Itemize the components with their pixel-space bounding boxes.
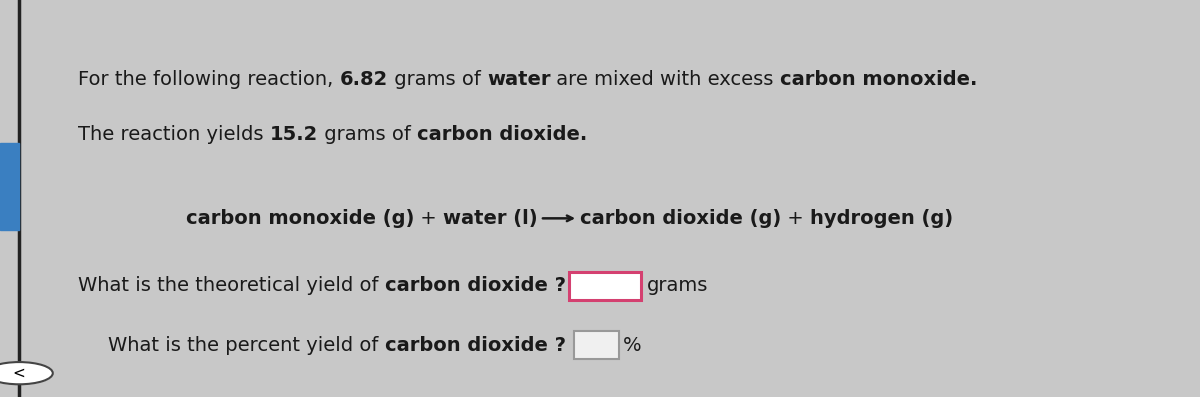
Text: water: water [487, 70, 551, 89]
Text: 6.82: 6.82 [340, 70, 388, 89]
Text: 15.2: 15.2 [270, 125, 318, 145]
Text: grams of: grams of [388, 70, 487, 89]
Text: grams: grams [647, 276, 708, 295]
Text: carbon dioxide ?: carbon dioxide ? [385, 276, 565, 295]
Text: +: + [414, 209, 443, 228]
Text: water (l): water (l) [443, 209, 538, 228]
Text: carbon dioxide (g): carbon dioxide (g) [580, 209, 781, 228]
Text: The reaction yields: The reaction yields [78, 125, 270, 145]
Text: carbon monoxide.: carbon monoxide. [780, 70, 977, 89]
Text: What is the percent yield of: What is the percent yield of [108, 336, 385, 355]
Text: carbon dioxide.: carbon dioxide. [418, 125, 587, 145]
Bar [569, 272, 641, 300]
Text: <: < [13, 366, 25, 381]
Text: grams of: grams of [318, 125, 418, 145]
Text: are mixed with excess: are mixed with excess [551, 70, 780, 89]
Text: What is the theoretical yield of: What is the theoretical yield of [78, 276, 385, 295]
Text: carbon monoxide (g): carbon monoxide (g) [186, 209, 414, 228]
Circle shape [0, 362, 53, 384]
Text: +: + [781, 209, 810, 228]
Text: %: % [623, 336, 641, 355]
Bar [574, 331, 619, 359]
Text: For the following reaction,: For the following reaction, [78, 70, 340, 89]
Text: carbon dioxide ?: carbon dioxide ? [385, 336, 565, 355]
Text: hydrogen (g): hydrogen (g) [810, 209, 953, 228]
Bar [0, 143, 19, 230]
